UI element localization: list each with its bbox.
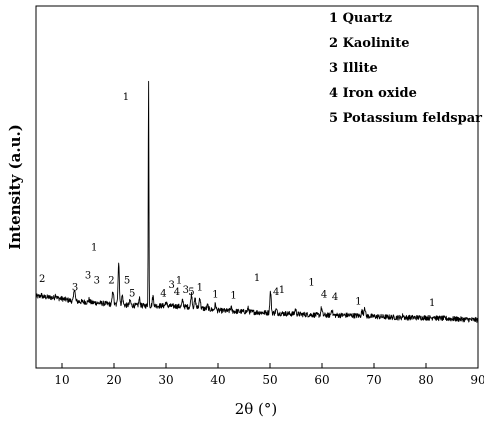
legend-entry: 1 Quartz xyxy=(329,11,392,26)
legend-label: Potassium feldspar xyxy=(343,111,483,126)
peak-label: 1 xyxy=(279,285,285,296)
peak-label: 5 xyxy=(188,287,194,298)
legend-label: Kaolinite xyxy=(343,36,410,51)
xrd-trace-line xyxy=(35,80,479,323)
peak-label: 5 xyxy=(129,288,135,299)
x-tick-label: 80 xyxy=(418,373,433,387)
legend-number: 4 xyxy=(329,86,343,101)
y-axis-title: Intensity (a.u.) xyxy=(6,124,24,250)
x-tick-label: 70 xyxy=(366,373,381,387)
legend-label: Illite xyxy=(343,61,378,76)
peak-label: 4 xyxy=(273,287,279,298)
peak-label: 3 xyxy=(94,275,100,286)
peak-label: 1 xyxy=(197,282,203,293)
legend-number: 2 xyxy=(329,36,343,51)
peak-label: 1 xyxy=(355,297,361,308)
x-tick-label: 50 xyxy=(262,373,277,387)
legend-number: 5 xyxy=(329,111,343,126)
legend-number: 3 xyxy=(329,61,343,76)
x-tick-label: 60 xyxy=(314,373,329,387)
peak-label: 5 xyxy=(124,275,130,286)
xrd-pattern xyxy=(35,80,479,323)
peak-label: 1 xyxy=(176,275,182,286)
peak-label: 2 xyxy=(108,275,114,286)
peak-label: 1 xyxy=(254,273,260,284)
x-tick-label: 40 xyxy=(210,373,225,387)
peak-label: 4 xyxy=(332,292,338,303)
legend-entry: 5 Potassium feldspar xyxy=(329,111,482,126)
legend-entry: 3 Illite xyxy=(329,61,378,76)
peak-label: 4 xyxy=(160,288,166,299)
peak-label: 3 xyxy=(85,271,91,282)
peak-label: 1 xyxy=(212,290,218,301)
peak-label: 1 xyxy=(123,92,129,103)
x-axis-ticks: 10 20 30 40 50 60 70 80 90 xyxy=(54,363,484,387)
peak-label: 4 xyxy=(321,290,327,301)
peak-label: 1 xyxy=(230,291,236,302)
x-axis-title: 2θ (°) xyxy=(235,400,278,418)
peak-label: 1 xyxy=(429,298,435,309)
peak-label: 1 xyxy=(91,242,97,253)
legend-label: Quartz xyxy=(343,11,392,26)
plot-frame xyxy=(35,5,479,369)
legend-entry: 4 Iron oxide xyxy=(329,86,417,101)
peak-label: 2 xyxy=(39,274,45,285)
legend-number: 1 xyxy=(329,11,343,26)
legend-entry: 2 Kaolinite xyxy=(329,36,410,51)
peak-label: 3 xyxy=(72,282,78,293)
peak-label: 3 xyxy=(183,285,189,296)
legend-label: Iron oxide xyxy=(343,86,417,101)
x-tick-label: 30 xyxy=(158,373,173,387)
peak-label: 3 xyxy=(169,280,175,291)
x-tick-label: 10 xyxy=(54,373,69,387)
peak-label: 4 xyxy=(174,287,180,298)
x-tick-label: 90 xyxy=(470,373,484,387)
peak-label: 1 xyxy=(308,278,314,289)
x-tick-label: 20 xyxy=(106,373,121,387)
